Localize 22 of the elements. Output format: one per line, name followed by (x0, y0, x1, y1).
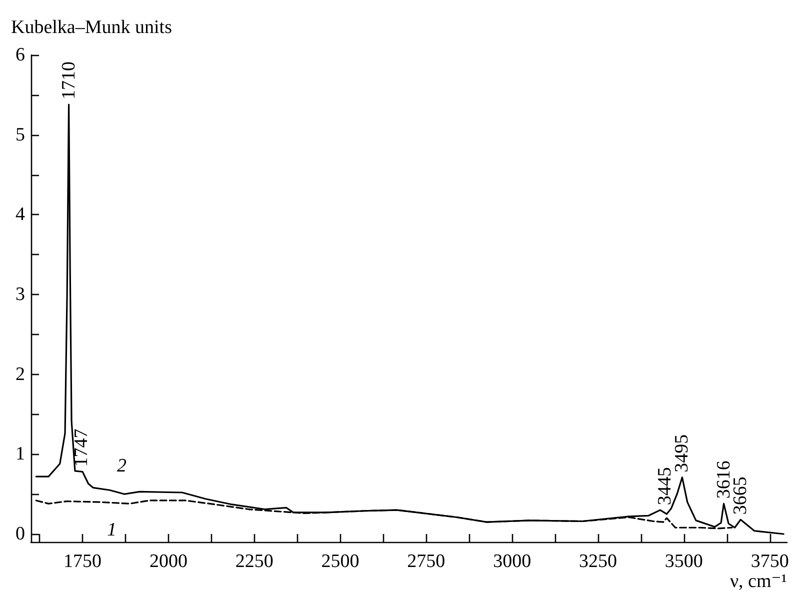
y-tick-label: 1 (16, 444, 25, 465)
y-tick-label: 0 (16, 524, 25, 545)
x-tick-label: 3250 (579, 551, 617, 572)
x-tick-label: 2500 (321, 551, 360, 572)
x-tick-label: 3500 (664, 551, 703, 572)
annotation: 2 (116, 456, 127, 477)
annotation: 1747 (71, 428, 92, 467)
y-axis-title: Kubelka–Munk units (11, 17, 172, 38)
x-tick-label: 2000 (149, 551, 188, 572)
x-tick-label: 3750 (750, 551, 789, 572)
x-tick-label: 2250 (235, 551, 274, 572)
annotation: 1 (106, 520, 116, 541)
y-tick-label: 3 (16, 284, 25, 306)
y-tick-label: 6 (16, 44, 25, 66)
x-axis-title: ν, cm⁻¹ (730, 571, 788, 592)
y-tick-label: 5 (16, 124, 25, 146)
x-tick-label: 3000 (493, 551, 532, 572)
x-tick-label: 1750 (64, 551, 102, 572)
annotation: 1710 (58, 62, 80, 100)
y-tick-label: 2 (16, 364, 25, 385)
y-tick-label: 4 (16, 204, 26, 226)
x-tick-label: 2750 (407, 551, 446, 572)
